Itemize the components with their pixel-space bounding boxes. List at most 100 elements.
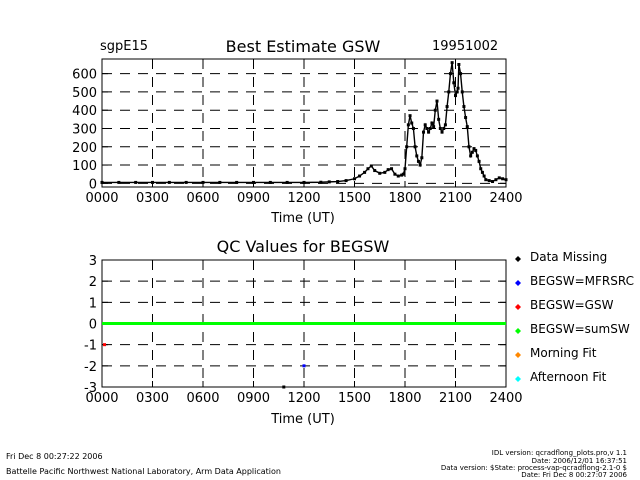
footer-lab: Battelle Pacific Northwest National Labo… [6, 467, 281, 476]
footer-idl-version: IDL version: qcradflong_plots.pro,v 1.1 [492, 449, 627, 457]
y-tick-label: 300 [72, 122, 97, 137]
data-point [447, 90, 451, 94]
x-tick-label: 2400 [489, 191, 522, 206]
data-point [440, 130, 444, 134]
data-point [435, 99, 439, 103]
data-point [487, 179, 491, 183]
data-point [336, 180, 340, 184]
legend-label: Data Missing [530, 250, 607, 264]
data-point [218, 180, 222, 184]
data-point [167, 180, 171, 184]
footer-data-version: Data version: $State: process-vap-qcradf… [441, 464, 627, 472]
data-point [282, 385, 286, 389]
data-point [491, 180, 495, 184]
y-tick-label: 2 [89, 275, 97, 290]
data-point [358, 174, 362, 178]
data-point [501, 177, 505, 181]
data-point [327, 180, 331, 184]
y-tick-label: 3 [89, 254, 97, 269]
y-tick-label: 200 [72, 141, 97, 156]
data-point [462, 105, 466, 109]
data-point [430, 121, 434, 125]
x-tick-label: 0000 [85, 191, 118, 206]
data-point [302, 180, 306, 184]
data-point [415, 154, 419, 158]
data-point [184, 180, 188, 184]
legend-label: Afternoon Fit [530, 370, 607, 384]
data-point [445, 105, 449, 109]
data-point [442, 126, 446, 130]
data-point [134, 180, 138, 184]
legend-marker [515, 256, 521, 262]
bottom-chart-title: QC Values for BEGSW [217, 237, 390, 256]
x-tick-label: 1500 [338, 191, 371, 206]
data-point [396, 174, 400, 178]
data-point [363, 170, 367, 174]
data-point [455, 90, 459, 94]
y-tick-label: -2 [84, 360, 97, 375]
y-tick-label: 500 [72, 86, 97, 101]
data-point [252, 180, 255, 184]
legend-marker [515, 304, 521, 310]
data-point [151, 180, 154, 184]
legend-marker [515, 328, 521, 334]
footer-date-2: Date: Fri Dec 8 00:27:07 2006 [521, 471, 627, 479]
data-point [416, 159, 420, 163]
data-point [459, 72, 463, 76]
y-tick-label: 0 [89, 177, 97, 192]
data-point [438, 126, 442, 130]
data-point [450, 61, 454, 65]
data-point [235, 180, 239, 184]
legend-label: BEGSW=GSW [530, 298, 614, 312]
data-point [482, 174, 486, 178]
data-point [390, 167, 394, 171]
data-point [456, 86, 460, 90]
bottom-chart: 0000 0300 0600 0900 1200 1500 1800 2100 2400 -3 -2… [84, 254, 523, 406]
data-point [285, 180, 289, 184]
data-point [422, 130, 426, 134]
data-point [437, 117, 441, 121]
x-tick-label: 2400 [489, 391, 522, 406]
data-point [432, 125, 436, 129]
data-point [403, 167, 407, 171]
data-point [408, 114, 412, 118]
date-label: 19951002 [432, 39, 498, 54]
data-point [393, 172, 397, 176]
station-label: sgpE15 [100, 39, 148, 54]
x-tick-label: 0900 [237, 191, 270, 206]
data-point [465, 125, 469, 129]
legend-label: BEGSW=MFRSRC [530, 274, 634, 288]
data-point [117, 180, 121, 184]
top-x-axis-label: Time (UT) [270, 211, 335, 226]
y-tick-label: 1 [89, 296, 97, 311]
x-tick-label: 2100 [439, 191, 472, 206]
data-point [344, 179, 348, 183]
y-tick-label: 400 [72, 104, 97, 119]
data-point [268, 180, 272, 184]
data-point [477, 159, 481, 163]
data-point [460, 90, 464, 94]
data-point [373, 169, 377, 173]
y-tick-label: -1 [84, 339, 97, 354]
data-point [433, 108, 437, 112]
data-point [386, 168, 390, 172]
x-tick-label: 0300 [136, 191, 169, 206]
data-point [366, 167, 370, 171]
x-tick-label: 0600 [186, 391, 219, 406]
x-tick-label: 1800 [388, 391, 421, 406]
top-chart: 0000 0300 0600 0900 1200 1500 1800 2100 2400 0 100… [72, 58, 523, 206]
x-tick-label: 0300 [136, 391, 169, 406]
data-point [472, 147, 476, 151]
x-tick-label: 1800 [388, 191, 421, 206]
data-point [401, 172, 405, 176]
data-point [420, 156, 424, 160]
data-point [413, 145, 417, 149]
legend-marker [515, 352, 521, 358]
data-point [103, 343, 107, 347]
data-point [428, 126, 432, 130]
bottom-x-axis-label: Time (UT) [270, 412, 335, 427]
data-point [100, 180, 104, 184]
data-point [302, 364, 306, 368]
data-point [469, 154, 473, 158]
